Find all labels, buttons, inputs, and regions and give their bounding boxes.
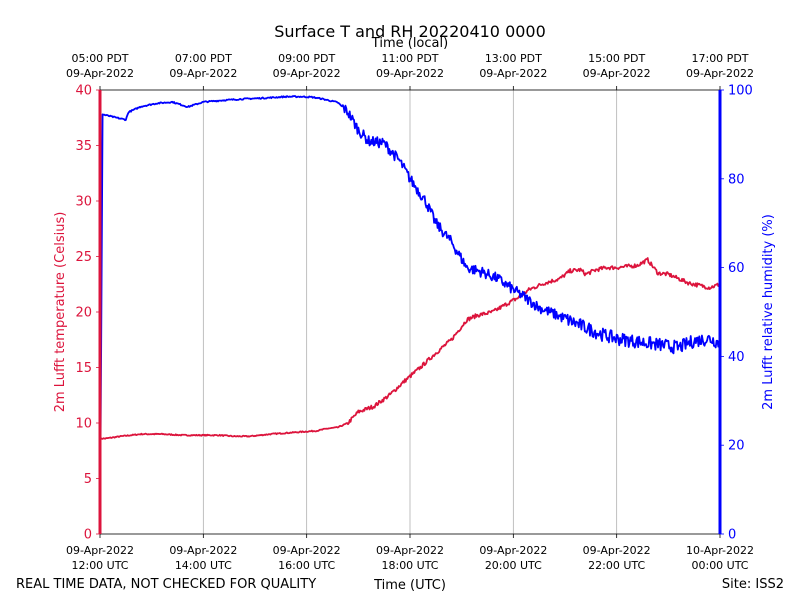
right-y-axis-label: 2m Lufft relative humidity (%) (761, 214, 776, 410)
left-tick-label-3: 15 (75, 361, 92, 376)
bottom-tick-time-2: 16:00 UTC (278, 559, 335, 572)
bottom-tick-date-4: 09-Apr-2022 (479, 544, 547, 557)
top-tick-time-3: 11:00 PDT (381, 52, 438, 65)
bottom-tick-date-0: 09-Apr-2022 (66, 544, 134, 557)
right-tick-label-3: 60 (728, 261, 745, 276)
bottom-tick-date-3: 09-Apr-2022 (376, 544, 444, 557)
quality-disclaimer: REAL TIME DATA, NOT CHECKED FOR QUALITY (16, 577, 316, 592)
left-tick-label-5: 25 (75, 250, 92, 265)
top-tick-date-4: 09-Apr-2022 (479, 67, 547, 80)
right-tick-label-1: 20 (728, 439, 745, 454)
site-label: Site: ISS2 (722, 577, 784, 592)
right-tick-label-2: 40 (728, 350, 745, 365)
left-y-axis-label: 2m Lufft temperature (Celsius) (53, 212, 68, 413)
bottom-tick-date-6: 10-Apr-2022 (686, 544, 754, 557)
left-tick-label-8: 40 (75, 84, 92, 99)
top-tick-date-3: 09-Apr-2022 (376, 67, 444, 80)
left-tick-label-1: 5 (84, 472, 92, 487)
bottom-tick-time-1: 14:00 UTC (175, 559, 232, 572)
series-layer (99, 95, 721, 535)
top-tick-time-1: 07:00 PDT (175, 52, 232, 65)
chart-title: Surface T and RH 20220410 0000 (274, 22, 546, 41)
top-axis-label: Time (local) (371, 36, 448, 51)
tick-layer: 09-Apr-2022 12:00 UTC 09-Apr-2022 14:00 UTC… (66, 52, 754, 572)
bottom-tick-time-0: 12:00 UTC (71, 559, 128, 572)
top-tick-date-2: 09-Apr-2022 (273, 67, 341, 80)
bottom-tick-date-1: 09-Apr-2022 (169, 544, 237, 557)
top-tick-time-2: 09:00 PDT (278, 52, 335, 65)
top-tick-date-1: 09-Apr-2022 (169, 67, 237, 80)
left-tick-label-7: 35 (75, 139, 92, 154)
bottom-tick-date-5: 09-Apr-2022 (583, 544, 651, 557)
left-tick-label-4: 20 (75, 306, 92, 321)
humidity-line (99, 95, 721, 535)
left-tick-label-6: 30 (75, 195, 92, 210)
x-axis-label: Time (UTC) (373, 578, 446, 593)
bottom-tick-time-4: 20:00 UTC (485, 559, 542, 572)
bottom-tick-date-2: 09-Apr-2022 (273, 544, 341, 557)
top-tick-time-6: 17:00 PDT (691, 52, 748, 65)
top-tick-time-5: 15:00 PDT (588, 52, 645, 65)
bottom-tick-time-6: 00:00 UTC (691, 559, 748, 572)
bottom-tick-time-3: 18:00 UTC (381, 559, 438, 572)
right-tick-label-0: 0 (728, 528, 736, 543)
bottom-tick-time-5: 22:00 UTC (588, 559, 645, 572)
left-tick-label-2: 10 (75, 417, 92, 432)
top-tick-date-6: 09-Apr-2022 (686, 67, 754, 80)
grid-layer (202, 90, 618, 534)
right-tick-label-5: 100 (728, 84, 753, 99)
top-tick-date-5: 09-Apr-2022 (583, 67, 651, 80)
right-tick-label-4: 80 (728, 172, 745, 187)
temperature-line (99, 257, 721, 440)
top-tick-time-4: 13:00 PDT (485, 52, 542, 65)
left-tick-label-0: 0 (84, 528, 92, 543)
top-tick-time-0: 05:00 PDT (71, 52, 128, 65)
top-tick-date-0: 09-Apr-2022 (66, 67, 134, 80)
